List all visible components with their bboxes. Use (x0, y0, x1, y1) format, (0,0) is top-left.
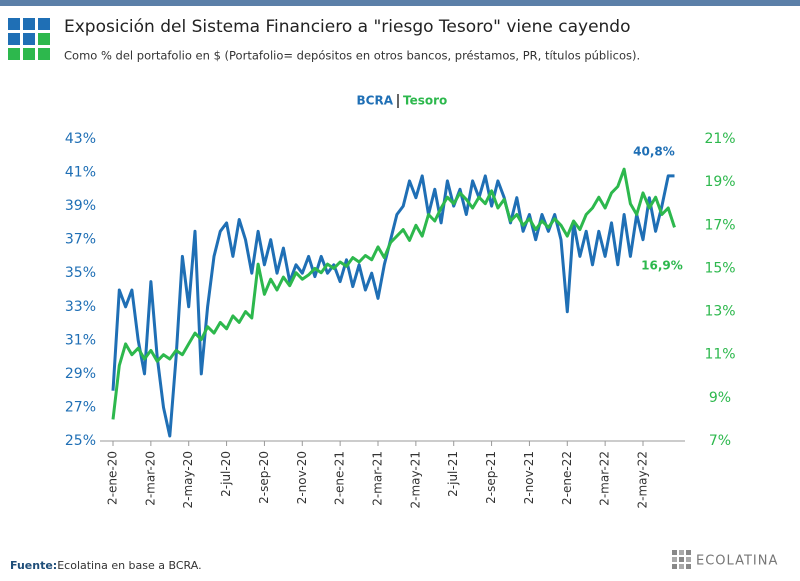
x-tick-label: 2-ene-22 (560, 451, 574, 505)
logo (8, 18, 50, 60)
y-tick-label: 43% (65, 131, 96, 147)
source-text: Ecolatina en base a BCRA. (57, 559, 201, 572)
subtitle: Como % del portafolio en $ (Portafolio= … (64, 49, 640, 63)
top-stripe (0, 0, 800, 6)
legend-entry: Tesoro (403, 94, 447, 108)
brand: ECOLATINA (696, 554, 778, 569)
y2-tick-label: 17% (704, 217, 735, 233)
source-label: Fuente: (10, 559, 57, 572)
brand-logo (672, 550, 691, 569)
line-series (111, 174, 675, 438)
y2-tick-label: 13% (704, 304, 735, 320)
annotation: 16,9% (641, 259, 683, 273)
y-tick-label: 39% (65, 198, 96, 214)
x-tick-label: 2-ene-20 (106, 451, 120, 505)
y2-tick-label: 9% (709, 390, 731, 406)
annotation: 40,8% (633, 145, 675, 159)
y2-tick-label: 7% (709, 433, 731, 449)
x-tick-label: 2-may-22 (636, 451, 650, 509)
x-tick-label: 2-may-20 (181, 451, 195, 509)
y-tick-label: 33% (65, 299, 96, 315)
source: Fuente:Ecolatina en base a BCRA. (10, 559, 202, 572)
x-tick-label: 2-sep-21 (484, 451, 498, 504)
x-tick-label: 2-mar-22 (598, 451, 612, 506)
title: Exposición del Sistema Financiero a "rie… (64, 17, 631, 37)
y2-tick-label: 15% (704, 260, 735, 276)
y-tick-label: 27% (65, 399, 96, 415)
x-tick-label: 2-nov-20 (295, 451, 309, 504)
y-tick-label: 29% (65, 366, 96, 382)
x-tick-label: 2-ene-21 (333, 451, 347, 505)
y-tick-label: 31% (65, 332, 96, 348)
x-tick-label: 2-mar-21 (371, 451, 385, 506)
x-tick-label: 2-mar-20 (143, 451, 157, 506)
line-series (111, 167, 676, 420)
y2-tick-label: 21% (704, 131, 735, 147)
y2-tick-label: 19% (704, 174, 735, 190)
y-tick-label: 25% (65, 433, 96, 449)
x-tick-label: 2-sep-20 (257, 451, 271, 504)
y2-tick-label: 11% (704, 347, 735, 363)
x-tick-label: 2-jul-21 (446, 451, 460, 497)
y-tick-label: 41% (65, 165, 96, 181)
y-tick-label: 35% (65, 265, 96, 281)
legend-entry: BCRA (357, 94, 394, 108)
x-tick-label: 2-may-21 (408, 451, 422, 509)
y-tick-label: 37% (65, 232, 96, 248)
x-tick-label: 2-nov-21 (522, 451, 536, 504)
x-tick-label: 2-jul-20 (219, 451, 233, 497)
